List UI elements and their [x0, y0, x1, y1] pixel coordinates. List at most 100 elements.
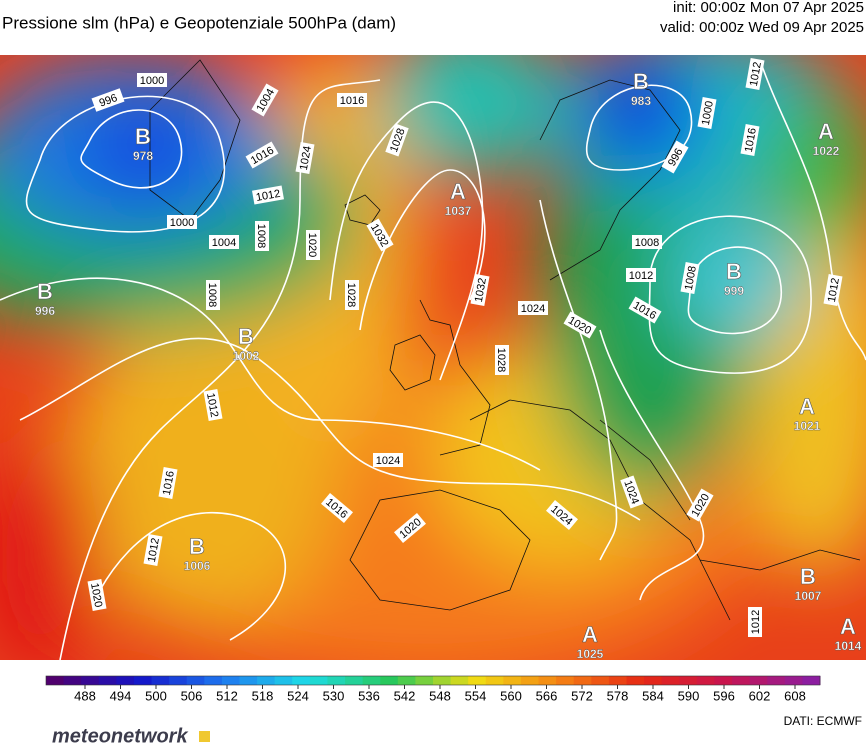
isobar-label: 1008	[255, 221, 269, 251]
colorbar-segment	[767, 676, 786, 685]
isobar-label-text: 1016	[743, 127, 759, 153]
map	[0, 55, 866, 660]
isobar-label: 1000	[137, 73, 167, 87]
isobar-label-box	[345, 280, 359, 310]
isobar-label-box	[87, 579, 107, 611]
colorbar-segment	[204, 676, 223, 685]
isobar-label-box	[167, 215, 197, 229]
colorbar-tick-label: 572	[571, 688, 593, 703]
isobar-label: 1008	[206, 280, 220, 310]
center-value: 1021	[794, 419, 821, 433]
isobar-label-box	[697, 97, 717, 129]
isobar-label-box	[394, 512, 426, 544]
isobar-label: 1028	[495, 345, 509, 375]
isobar-label-text: 1024	[298, 145, 314, 171]
isobar-label: 1032	[470, 274, 490, 306]
isobar-label-box	[158, 467, 178, 499]
isobar-label-text: 1020	[88, 582, 104, 608]
isobar-label-box	[252, 185, 284, 205]
isobar-label: 1012	[745, 58, 765, 90]
colorbar-segment	[802, 676, 821, 685]
center-letter: B	[800, 564, 816, 589]
colorbar-segment	[186, 676, 205, 685]
colorbar-segment	[433, 676, 452, 685]
center-letter: B	[135, 124, 151, 149]
colorbar-frame	[45, 675, 821, 686]
colorbar-segment	[257, 676, 276, 685]
isobar-label-box	[632, 235, 662, 249]
center-value: 1037	[445, 204, 472, 218]
isobar-label-box	[626, 268, 656, 282]
isobar-label: 1028	[345, 280, 359, 310]
colorbar-segment	[626, 676, 645, 685]
isobar-label-text: 1016	[161, 470, 177, 496]
isobar-label: 1016	[158, 467, 178, 499]
colorbar-segment	[362, 676, 381, 685]
colorbar-tick-label: 584	[642, 688, 664, 703]
colorbar-segment	[573, 676, 592, 685]
colorbar-tick-label: 578	[607, 688, 629, 703]
isobar-label-text: 996	[98, 92, 119, 110]
isobar-label-text: 1012	[255, 188, 281, 204]
colorbar-segment	[239, 676, 258, 685]
colorbar-segment	[714, 676, 733, 685]
center-letter: A	[582, 622, 598, 647]
isobar-label-text: 1008	[206, 283, 218, 307]
colorbar-segment	[679, 676, 698, 685]
isobar-label-text: 1024	[376, 455, 400, 467]
init-time: init: 00:00z Mon 07 Apr 2025	[673, 0, 864, 16]
isobar-label-text: 1012	[629, 270, 653, 282]
logo: meteonetwork	[52, 725, 188, 745]
isobar-label: 1008	[680, 262, 700, 294]
isobar-label: 996	[91, 88, 125, 112]
isobar-label-box	[321, 492, 353, 524]
colorbar-segment	[784, 676, 803, 685]
isobar-label-box	[337, 93, 367, 107]
colorbar-segment	[327, 676, 346, 685]
center-value: 1007	[795, 589, 822, 603]
center-value: 996	[35, 304, 55, 318]
colorbar-segment	[538, 676, 557, 685]
colorbar: 488 494 500 506 512 518 524 530 536 542 548 554 560 5…	[45, 675, 821, 703]
center-letter: B	[238, 324, 254, 349]
colorbar-segment	[503, 676, 522, 685]
isobar-label: 1008	[632, 235, 662, 249]
colorbar-tick-label: 512	[216, 688, 238, 703]
center-value: 999	[724, 284, 744, 298]
isobar-label: 1024	[373, 453, 403, 467]
isobar-label-box	[661, 140, 689, 174]
isobar-label-box	[209, 235, 239, 249]
colorbar-segment	[63, 676, 82, 685]
colorbar-tick-label: 500	[145, 688, 167, 703]
isobar-label-text: 1024	[521, 303, 545, 315]
isobar-label-box	[373, 453, 403, 467]
colorbar-segment	[221, 676, 240, 685]
center-value: 1002	[233, 349, 260, 363]
isobar-label: 1020	[87, 579, 107, 611]
colorbar-segment	[749, 676, 768, 685]
logo-square	[199, 731, 210, 742]
isobar-label: 1000	[167, 215, 197, 229]
colorbar-tick-label: 566	[536, 688, 558, 703]
colorbar-segment	[46, 676, 65, 685]
center-value: 1014	[835, 639, 862, 653]
isobar-label-box	[245, 141, 279, 169]
isobar-label-text: 1000	[140, 75, 164, 87]
center-value: 1006	[184, 559, 211, 573]
center-letter: A	[799, 394, 815, 419]
isobar-label-box	[306, 230, 320, 260]
colorbar-segment	[450, 676, 469, 685]
isobar-label-text: 1012	[146, 537, 162, 563]
colorbar-tick-label: 494	[110, 688, 132, 703]
colorbar-segment	[468, 676, 487, 685]
map-labels: B978B996B1002A1037B983A1022B999A1021B100…	[35, 58, 862, 661]
colorbar-tick-label: 560	[500, 688, 522, 703]
colorbar-tick-label: 596	[713, 688, 735, 703]
colorbar-segment	[98, 676, 117, 685]
colorbar-segment	[556, 676, 575, 685]
isobar-label-box	[251, 83, 279, 117]
colorbar-segment	[345, 676, 364, 685]
isobar-label-box	[518, 301, 548, 315]
isobar-label: 1012	[823, 274, 843, 306]
